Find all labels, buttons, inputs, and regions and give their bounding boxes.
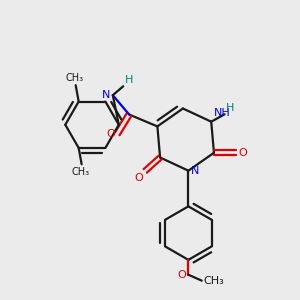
Text: H: H [125,75,133,85]
Text: CH₃: CH₃ [203,276,224,286]
Text: O: O [106,129,115,139]
Text: H: H [226,103,235,113]
Text: O: O [134,173,143,183]
Text: CH₃: CH₃ [65,73,83,83]
Text: N: N [102,90,110,100]
Text: NH: NH [214,108,231,118]
Text: O: O [177,270,186,280]
Text: CH₃: CH₃ [71,167,89,177]
Text: O: O [238,148,247,158]
Text: N: N [191,166,200,176]
